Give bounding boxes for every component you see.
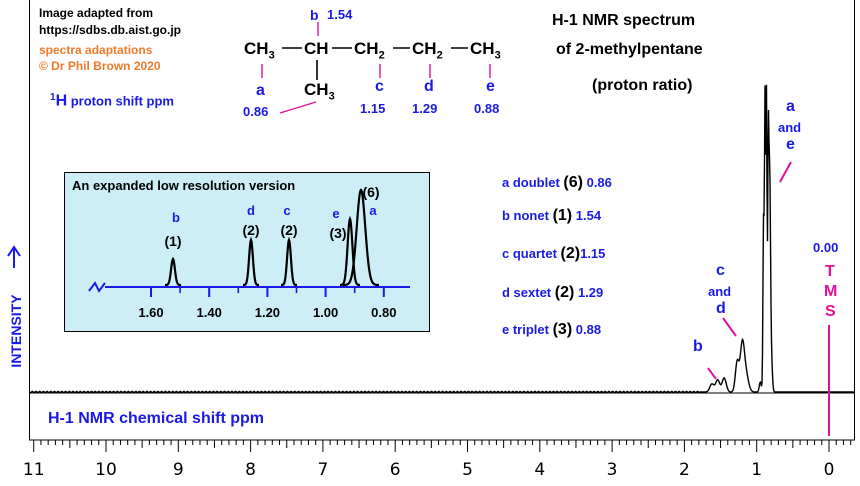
- inset-peak-letter-d: d: [247, 203, 255, 218]
- title-line-2: of 2-methylpentane: [556, 41, 703, 58]
- inset-peak-ratio-e: (3): [329, 225, 346, 241]
- annotation-cd-c: c: [716, 262, 725, 279]
- pointer-ae: [779, 161, 792, 183]
- x-tick-label-1: 1: [751, 460, 762, 480]
- inset-peak-letter-a: a: [369, 203, 377, 218]
- y-axis-arrow-head: [7, 245, 21, 257]
- molecule-group-ch2-c: CH2: [354, 39, 385, 62]
- inset-peak-letter-b: b: [172, 210, 180, 225]
- inset-axis-break: [88, 281, 106, 293]
- molecule-label-d: d: [424, 78, 434, 95]
- tms-letter-s: S: [825, 303, 836, 320]
- inset-peak-a: [343, 188, 379, 287]
- x-tick-label-4: 4: [534, 460, 545, 480]
- inset-plot: 1.60 1.40 1.20 1.00 0.80 b (1) d (2) c (2) e (3) a (6): [88, 184, 410, 320]
- inset-peak-ratio-d: (2): [242, 222, 259, 238]
- title-line-1: H-1 NMR spectrum: [552, 12, 696, 29]
- annotation-cd-and: and: [708, 284, 732, 299]
- molecule-group-ch3-a: CH3: [244, 39, 275, 62]
- molecule-label-c: c: [375, 78, 384, 95]
- inset-peak-letter-e: e: [332, 206, 339, 221]
- credit-line-2: https://sdbs.db.aist.go.jp: [39, 23, 181, 37]
- inset-peak-ratio-b: (1): [164, 233, 181, 249]
- inset-peak-ratio-a: (6): [362, 184, 379, 200]
- credit-line-4: © Dr Phil Brown 2020: [39, 59, 161, 73]
- annotation-cd-d: d: [716, 300, 726, 317]
- molecule-shift-d: 1.29: [412, 101, 438, 116]
- tms-shift: 0.00: [813, 240, 839, 255]
- molecule-shift-e: 0.88: [474, 101, 500, 116]
- x-tick-label-6: 6: [390, 460, 401, 480]
- spectrum-trace: [29, 84, 854, 394]
- x-tick-label-11: 11: [23, 460, 45, 480]
- x-tick-label-9: 9: [173, 460, 184, 480]
- assignment-b: b nonet (1) 1.54: [502, 207, 602, 224]
- annotation-ae-a: a: [786, 98, 795, 115]
- inset-tick-label-1.00: 1.00: [313, 305, 338, 320]
- pointer-b: [707, 367, 717, 380]
- pointer-cd: [722, 317, 737, 337]
- inset-tick-label-1.20: 1.20: [255, 305, 280, 320]
- inset-tick-label-0.80: 0.80: [371, 305, 396, 320]
- molecule-label-e: e: [486, 78, 495, 95]
- tms-letter-m: M: [824, 283, 838, 300]
- y-axis-label: INTENSITY: [8, 294, 24, 368]
- pointer-mol-a2: [279, 101, 317, 114]
- x-tick-label-2: 2: [679, 460, 690, 480]
- x-tick-label-3: 3: [607, 460, 618, 480]
- inset-peak-d: [243, 236, 259, 287]
- tms-letter-t: T: [825, 263, 835, 280]
- inset-tick-label-1.40: 1.40: [197, 305, 222, 320]
- x-tick-label-5: 5: [462, 460, 473, 480]
- x-tick-label-10: 10: [95, 460, 117, 480]
- assignment-a: a doublet (6) 0.86: [502, 174, 612, 191]
- credit-line-3: spectra adaptations: [39, 43, 153, 57]
- molecule-shift-c: 1.15: [360, 101, 386, 116]
- molecule-shift-a: 0.86: [243, 104, 269, 119]
- spectrum-frame: [29, 0, 855, 440]
- molecule-b-letter: b: [310, 7, 319, 23]
- inset-peak-c: [281, 236, 297, 287]
- x-tick-label-7: 7: [317, 460, 328, 480]
- inset-peak-b: [165, 256, 181, 287]
- assignment-e: e triplet (3) 0.88: [502, 321, 602, 338]
- molecule-group-ch-b: CH: [304, 39, 329, 58]
- x-axis-label: H-1 NMR chemical shift ppm: [48, 410, 265, 427]
- x-tick-label-8: 8: [245, 460, 256, 480]
- molecule-group-ch3-e: CH3: [470, 39, 501, 62]
- inset-peak-e: [340, 215, 360, 287]
- credit-line-1: Image adapted from: [39, 6, 154, 20]
- annotation-ae-and: and: [778, 120, 802, 135]
- assignment-d: d sextet (2) 1.29: [502, 284, 604, 301]
- molecule-group-ch2-d: CH2: [412, 39, 443, 62]
- molecule-group-ch3-branch: CH3: [304, 80, 335, 103]
- inset-tick-label-1.60: 1.60: [138, 305, 163, 320]
- molecule-label-a: a: [256, 82, 265, 99]
- title-line-3: (proton ratio): [592, 77, 693, 94]
- inset-peak-letter-c: c: [283, 203, 290, 218]
- expanded-inset: 1.60 1.40 1.20 1.00 0.80 b (1) d (2) c (2) e (3) a (6)…: [64, 172, 430, 332]
- inset-title: An expanded low resolution version: [72, 178, 296, 193]
- molecule-b-shift: 1.54: [327, 7, 353, 22]
- assignment-c: c quartet (2)1.15: [502, 245, 606, 262]
- proton-shift-label: 1H proton shift ppm: [50, 92, 174, 110]
- annotation-b: b: [693, 338, 703, 355]
- x-tick-label-0: 0: [824, 460, 835, 480]
- annotation-ae-e: e: [786, 136, 795, 153]
- inset-peak-ratio-c: (2): [280, 222, 297, 238]
